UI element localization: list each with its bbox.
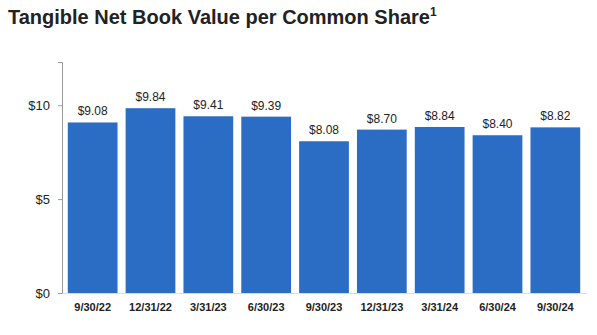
- title-superscript: 1: [430, 5, 437, 19]
- data-label: $8.08: [309, 123, 339, 137]
- y-tick: $0: [36, 286, 62, 301]
- data-label: $8.82: [540, 109, 570, 123]
- bar: [415, 127, 465, 293]
- data-label: $9.41: [193, 98, 223, 112]
- title-text: Tangible Net Book Value per Common Share: [8, 6, 430, 28]
- y-tick: $10: [28, 98, 62, 113]
- bar: [241, 117, 291, 293]
- y-axis: $0 $5 $10: [28, 63, 62, 301]
- x-tick-label: 12/31/23: [360, 301, 403, 313]
- bar: [473, 135, 523, 293]
- x-tick-label: 3/31/23: [190, 301, 227, 313]
- data-labels: $9.08 $9.84 $9.41 $9.39 $8.08 $8.70 $8.84 $8.40…: [78, 90, 571, 137]
- y-tick-mark: [58, 105, 62, 106]
- data-label: $8.70: [367, 112, 397, 126]
- data-label: $9.39: [251, 99, 281, 113]
- x-tick-label: 12/31/22: [129, 301, 172, 313]
- data-label: $8.84: [425, 109, 455, 123]
- y-tick-label: $5: [36, 192, 50, 207]
- x-tick: 9/30/23: [306, 293, 343, 313]
- bar: [126, 108, 176, 293]
- x-tick: 6/30/23: [248, 293, 285, 313]
- chart: Tangible Net Book Value per Common Share…: [0, 0, 597, 335]
- x-tick-label: 6/30/23: [248, 301, 285, 313]
- bar: [299, 141, 349, 293]
- x-tick-label: 9/30/22: [74, 301, 111, 313]
- y-axis-line: [58, 63, 63, 294]
- x-tick-label: 6/30/24: [479, 301, 517, 313]
- x-tick: 6/30/24: [479, 293, 517, 313]
- x-tick-label: 9/30/24: [537, 301, 575, 313]
- bar: [530, 127, 580, 293]
- x-tick: 3/31/23: [190, 293, 227, 313]
- bar: [68, 122, 118, 293]
- bar: [357, 130, 407, 293]
- data-label: $8.40: [482, 117, 512, 131]
- data-label: $9.08: [78, 104, 108, 118]
- x-axis: 9/30/22 12/31/22 3/31/23 6/30/23 9/30/23 12/3…: [63, 293, 587, 313]
- y-tick-label: $10: [28, 98, 50, 113]
- data-label: $9.84: [135, 90, 165, 104]
- x-tick: 12/31/22: [129, 293, 172, 313]
- y-tick-mark: [58, 199, 62, 200]
- y-tick: $5: [36, 192, 62, 207]
- x-tick-label: 9/30/23: [306, 301, 343, 313]
- bar: [183, 116, 233, 293]
- x-tick-label: 3/31/24: [421, 301, 459, 313]
- x-tick: 9/30/24: [537, 293, 575, 313]
- x-tick: 12/31/23: [360, 293, 403, 313]
- bars: [68, 108, 580, 293]
- y-tick-mark: [58, 293, 62, 294]
- x-tick: 3/31/24: [421, 293, 459, 313]
- title: Tangible Net Book Value per Common Share…: [8, 5, 437, 28]
- x-axis-line: [63, 293, 587, 294]
- x-tick: 9/30/22: [74, 293, 111, 313]
- y-tick-label: $0: [36, 286, 50, 301]
